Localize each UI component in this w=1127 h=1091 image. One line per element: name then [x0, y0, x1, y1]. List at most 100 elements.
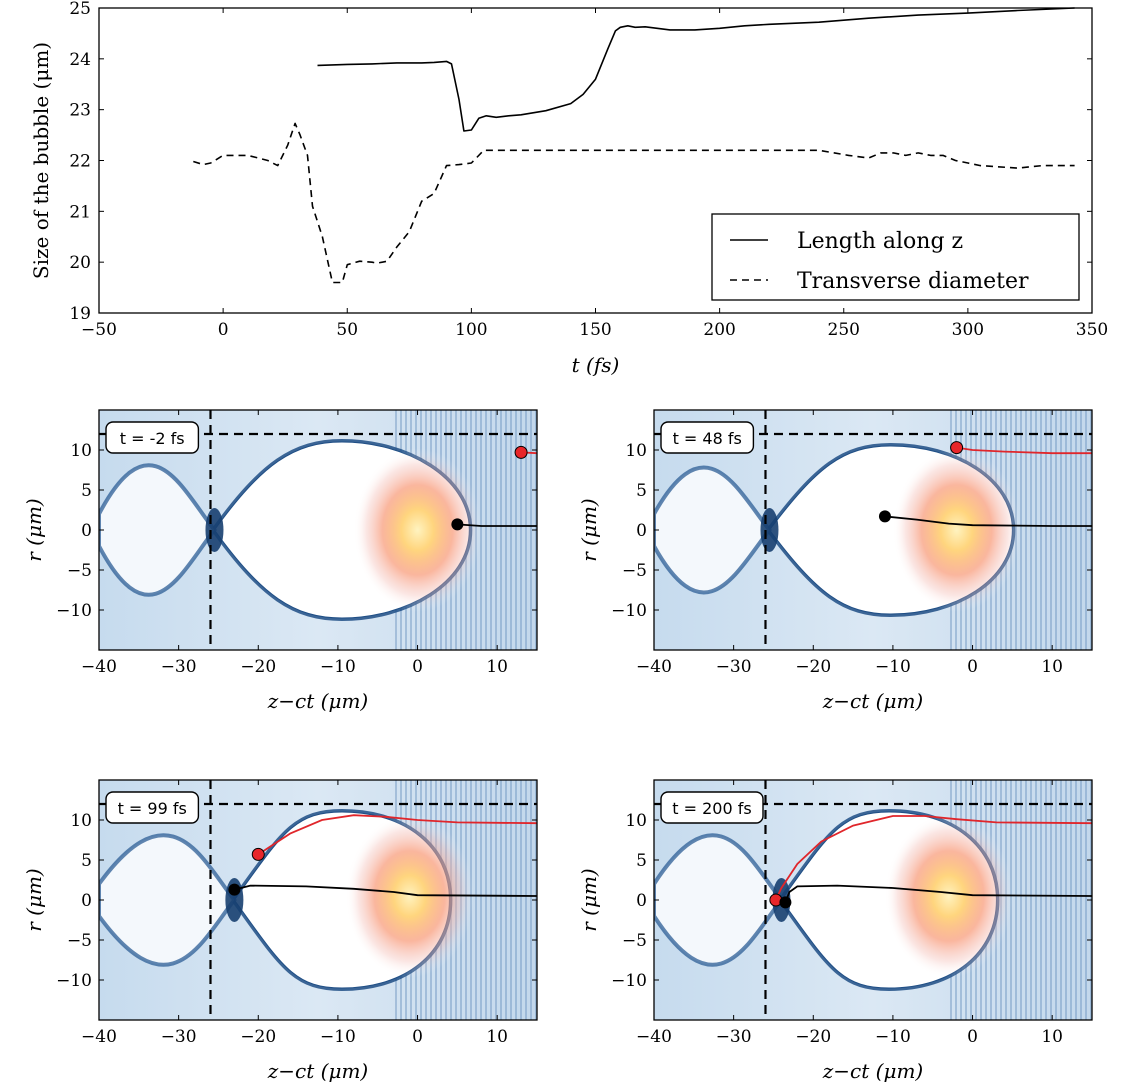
red-electron-trajectory: [257, 814, 537, 856]
time-label-box: [660, 791, 764, 824]
y-axis-label: r (μm): [22, 868, 46, 932]
x-tick-label: −10: [875, 1027, 911, 1047]
y-tick-label: −5: [622, 561, 647, 581]
x-axis-label: z−ct (μm): [822, 689, 923, 713]
laser-pulse: [892, 448, 1021, 612]
x-tick-label: −10: [875, 657, 911, 677]
x-tick-label: −40: [81, 1027, 117, 1047]
x-tick-label: −50: [81, 320, 117, 340]
y-tick-label: 0: [636, 521, 647, 541]
x-tick-label: 300: [952, 320, 984, 340]
time-label: t = 48 fs: [673, 429, 742, 448]
y-axis-label: Size of the bubble (μm): [29, 42, 53, 279]
x-axis-label: t (fs): [572, 353, 620, 377]
y-tick-label: −10: [56, 601, 92, 621]
x-tick-label: −30: [161, 657, 197, 677]
time-label-box: [660, 421, 755, 454]
x-tick-label: 150: [579, 320, 611, 340]
panel-image: [99, 410, 537, 650]
x-tick-label: 10: [486, 1027, 508, 1047]
red-electron-marker: [251, 847, 265, 861]
y-tick-label: 5: [81, 851, 92, 871]
density-spike: [760, 508, 779, 552]
heatmap-panel: t = 48 fs −40 −30 −20 −10 0 10 −10 −5 0 5 10 z−ct (μ…: [577, 409, 1093, 713]
x-tick-label: −20: [240, 1027, 276, 1047]
black-electron-marker: [228, 883, 241, 896]
y-tick-label: 10: [625, 441, 647, 461]
x-axis-label: z−ct (μm): [267, 689, 368, 713]
x-tick-label: 0: [412, 657, 423, 677]
time-label-box: [105, 421, 200, 454]
laser-pulse: [353, 448, 482, 612]
x-axis-label: z−ct (μm): [267, 1059, 368, 1083]
density-spike: [205, 508, 224, 552]
black-electron-trajectory: [457, 523, 537, 527]
x-axis-label: z−ct (μm): [822, 1059, 923, 1083]
y-axis-label: r (μm): [577, 868, 601, 932]
heatmap-panel: t = 200 fs −40 −30 −20 −10 0 10 −10 −5 0 5 10 z−ct (…: [577, 779, 1093, 1083]
y-tick-label: 22: [69, 152, 91, 172]
black-electron-trajectory: [884, 515, 1092, 527]
series-length-line: [317, 7, 1075, 132]
black-electron-trajectory: [234, 884, 537, 897]
legend: Length along z Transverse diameter: [711, 213, 1080, 301]
x-tick-label: 0: [218, 320, 229, 340]
x-tick-label: −40: [636, 657, 672, 677]
y-tick-label: 24: [69, 50, 91, 70]
panel-image: [99, 780, 537, 1020]
laser-pulse: [345, 814, 474, 978]
time-label: t = 200 fs: [672, 799, 751, 818]
y-tick-label: −10: [611, 971, 647, 991]
heatmap-panel: t = -2 fs −40 −30 −20 −10 0 10 −10 −5 0 5 10 z−ct (μ…: [22, 409, 538, 713]
black-electron-marker: [779, 896, 792, 909]
laser-pulse: [884, 814, 1013, 978]
panel-image: [654, 780, 1092, 1020]
x-tick-label: −20: [240, 657, 276, 677]
y-tick-label: 5: [636, 481, 647, 501]
y-tick-label: 10: [70, 441, 92, 461]
series-diameter-line: [193, 122, 1075, 284]
y-tick-label: −5: [67, 931, 92, 951]
y-tick-label: 5: [636, 851, 647, 871]
y-tick-label: 20: [69, 253, 91, 273]
x-tick-label: 0: [967, 1027, 978, 1047]
black-electron-trajectory: [784, 884, 1092, 903]
y-tick-label: 0: [81, 521, 92, 541]
red-electron-trajectory: [956, 446, 1092, 455]
red-electron-marker: [950, 441, 964, 455]
y-axis-label: r (μm): [577, 498, 601, 562]
heatmap-panel: t = 99 fs −40 −30 −20 −10 0 10 −10 −5 0 5 10 z−ct (μ…: [22, 779, 538, 1083]
time-label: t = 99 fs: [118, 799, 187, 818]
x-tick-label: −30: [716, 657, 752, 677]
legend-entry: Length along z: [797, 229, 963, 254]
y-tick-label: 19: [69, 304, 91, 324]
legend-entry: Transverse diameter: [797, 269, 1029, 294]
red-electron-trajectory: [774, 815, 1092, 901]
x-tick-label: −30: [161, 1027, 197, 1047]
x-tick-label: 0: [967, 657, 978, 677]
black-electron-marker: [451, 518, 464, 531]
x-tick-label: 0: [412, 1027, 423, 1047]
x-tick-label: −10: [320, 657, 356, 677]
x-tick-label: 10: [1041, 1027, 1063, 1047]
y-tick-label: 5: [81, 481, 92, 501]
x-tick-label: −20: [795, 657, 831, 677]
time-label-box: [105, 791, 200, 824]
y-tick-label: 25: [69, 0, 91, 19]
x-tick-label: −40: [636, 1027, 672, 1047]
y-tick-label: 23: [69, 101, 91, 121]
red-electron-marker: [514, 445, 528, 459]
x-tick-label: 350: [1076, 320, 1108, 340]
line-chart: −50 0 50 100 150 200 250 300 350 19 20 21 22 23 24 25 t …: [29, 0, 1108, 377]
x-tick-label: 50: [336, 320, 358, 340]
y-tick-label: 10: [625, 811, 647, 831]
x-tick-label: 100: [455, 320, 487, 340]
x-tick-label: −20: [795, 1027, 831, 1047]
x-tick-label: −10: [320, 1027, 356, 1047]
y-tick-label: 21: [69, 202, 91, 222]
legend-box: [711, 213, 1080, 301]
y-tick-label: 0: [81, 891, 92, 911]
y-tick-label: −5: [622, 931, 647, 951]
y-axis-label: r (μm): [22, 498, 46, 562]
